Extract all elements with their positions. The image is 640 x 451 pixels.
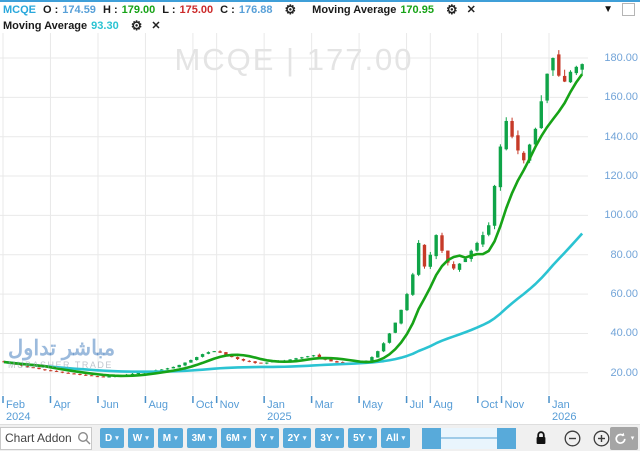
range-button-all[interactable]: All ▾ [380,428,411,448]
x-axis-label: Jan 2026 [552,399,577,423]
top-border-line [0,0,640,2]
y-axis-label: 80.00 [610,248,638,261]
x-axis-label: Nov [219,399,240,411]
x-axis-label: Oct [195,399,214,411]
range-buttons-group: D ▾ W ▾ M ▾ 3M ▾ 6M ▾ Y ▾ 2Y ▾ 3Y ▾ 5Y ▾ All ▾ [96,428,411,448]
refresh-caret-icon: ▾ [630,435,635,442]
panel-checkbox[interactable] [622,3,635,16]
refresh-button[interactable]: ▾ [610,426,638,450]
collapse-panel-icon[interactable]: ▼ [603,4,613,15]
y-axis-label: 140.00 [604,130,638,143]
range-button-y[interactable]: Y ▾ [255,428,279,448]
ma2-value: 93.30 [91,19,119,32]
zoom-in-icon[interactable] [593,430,610,447]
y-axis-label: 100.00 [604,209,638,222]
ma2-remove-icon[interactable]: ✕ [151,20,161,32]
x-axis-label: Mar [314,399,334,411]
x-axis-label: Jul [409,399,424,411]
ma-slow-line [3,232,584,374]
ma1-settings-gear-icon[interactable]: ⚙ [445,2,458,17]
chart-addon-input[interactable] [1,431,77,445]
ma-fast-line [3,73,584,378]
y-axis-label: 40.00 [610,327,638,340]
high-value: 179.00 [121,3,156,16]
open-label: O : [43,3,59,16]
series-settings-gear-icon[interactable]: ⚙ [284,2,297,17]
search-icon [77,431,91,445]
range-button-m[interactable]: M ▾ [157,428,183,448]
y-axis-label: 120.00 [604,170,638,183]
open-value: 174.59 [62,3,96,16]
x-axis-label: Aug [433,399,453,411]
y-axis-label: 60.00 [610,288,638,301]
price-chart[interactable] [0,0,640,412]
refresh-icon [615,432,626,444]
range-button-5y[interactable]: 5Y ▾ [348,428,377,448]
range-button-6m[interactable]: 6M ▾ [221,428,252,448]
ma2-label: Moving Average [3,19,88,32]
range-button-2y[interactable]: 2Y ▾ [282,428,312,448]
ma1-value: 170.95 [400,3,434,16]
range-button-3y[interactable]: 3Y ▾ [315,428,345,448]
x-axis-label: Jun [100,399,119,411]
lock-icon[interactable] [534,430,548,446]
ma2-info-row: Moving Average 93.30 ⚙ ✕ [0,18,640,33]
scrollbar-left-handle[interactable] [422,427,442,449]
zoom-out-icon[interactable] [564,430,581,447]
low-value: 175.00 [179,3,214,16]
x-axis-label: May [362,399,383,411]
ma1-remove-icon[interactable]: ✕ [466,4,476,16]
high-label: H : [102,3,118,16]
x-axis-label: Apr [53,399,71,411]
x-axis-label: Oct [480,399,498,411]
scrollbar-track [441,436,498,439]
ma2-settings-gear-icon[interactable]: ⚙ [130,18,143,33]
range-button-d[interactable]: D ▾ [100,428,124,448]
close-label: C : [220,3,235,16]
y-axis-label: 180.00 [604,52,638,64]
ma1-label: Moving Average [312,3,397,16]
chart-toolbar: D▾W▾M▾3M▾6M▾Y▾2Y▾3Y▾5Y▾All▾ [0,424,640,451]
low-label: L : [162,3,176,16]
time-range-scrollbar[interactable] [422,427,517,449]
y-axis-label: 20.00 [610,366,638,379]
chart-addon-search[interactable] [0,426,92,450]
scrollbar-right-handle[interactable] [497,427,517,449]
range-button-w[interactable]: W ▾ [127,428,154,448]
x-axis-label: Aug [148,399,169,411]
ohlc-info-row: MCQE O : 174.59 H : 179.00 L : 175.00 C … [0,2,640,17]
y-axis-label: 160.00 [604,91,638,104]
x-axis-label: Nov [504,399,525,411]
symbol-label: MCQE [3,3,36,16]
x-axis-label: Jan 2025 [267,399,292,423]
range-button-3m[interactable]: 3M ▾ [186,428,217,448]
x-axis-label: Feb 2024 [6,399,31,423]
close-value: 176.88 [238,3,273,16]
